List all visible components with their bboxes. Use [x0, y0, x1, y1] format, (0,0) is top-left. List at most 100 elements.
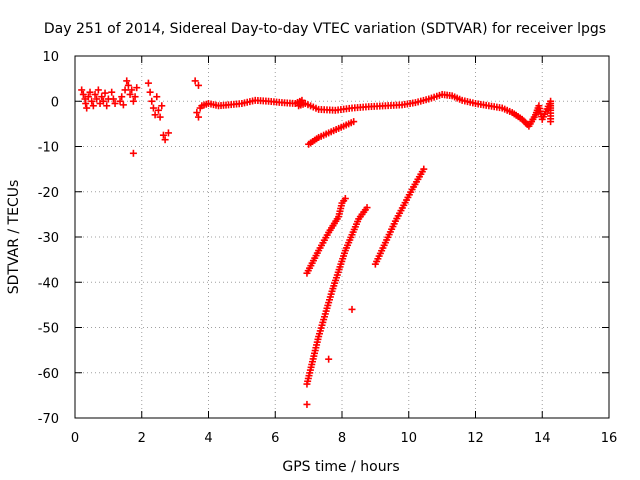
- data-point: [313, 135, 321, 143]
- data-point: [151, 111, 159, 119]
- x-axis-label: GPS time / hours: [282, 459, 399, 475]
- data-point: [348, 305, 356, 313]
- data-point: [340, 249, 348, 257]
- data-point: [149, 104, 157, 112]
- x-tick-label: 14: [534, 431, 551, 446]
- y-tick-label: -20: [38, 186, 59, 201]
- data-point: [156, 113, 164, 121]
- data-point: [361, 206, 369, 214]
- chart-title: Day 251 of 2014, Sidereal Day-to-day VTE…: [44, 21, 606, 37]
- x-tick-label: 2: [138, 431, 146, 446]
- data-point: [530, 113, 538, 121]
- data-point: [78, 86, 86, 94]
- data-point: [129, 97, 137, 105]
- data-point: [506, 107, 514, 115]
- data-point: [332, 126, 340, 134]
- y-tick-label: -10: [38, 141, 59, 156]
- data-point: [119, 101, 127, 109]
- x-tick-label: 4: [204, 431, 212, 446]
- data-point: [128, 86, 136, 94]
- data-point: [194, 81, 202, 89]
- data-point: [409, 99, 417, 107]
- data-point: [322, 130, 330, 138]
- data-point: [235, 100, 243, 108]
- data-point: [108, 88, 116, 96]
- x-tick-label: 16: [601, 431, 618, 446]
- data-point: [124, 81, 132, 89]
- y-axis-label: SDTVAR / TECUs: [6, 180, 22, 295]
- data-point: [99, 97, 107, 105]
- data-point: [158, 102, 166, 110]
- data-point: [313, 249, 321, 257]
- y-tick-label: -30: [38, 231, 59, 246]
- series-4: [303, 195, 349, 277]
- data-point: [547, 115, 555, 123]
- data-point: [312, 104, 320, 112]
- data-point: [333, 215, 341, 223]
- data-point: [79, 90, 87, 98]
- data-point: [191, 77, 199, 85]
- data-point: [347, 119, 355, 127]
- y-tick-label: -60: [38, 367, 59, 382]
- y-tick-label: -40: [38, 276, 59, 291]
- data-point: [456, 95, 464, 103]
- data-point: [496, 104, 504, 112]
- series-5: [303, 204, 371, 388]
- data-point: [144, 79, 152, 87]
- x-tick-label: 12: [467, 431, 484, 446]
- data-point: [337, 202, 345, 210]
- grid: [75, 56, 609, 418]
- x-tick-label: 0: [71, 431, 79, 446]
- data-point: [93, 95, 101, 103]
- data-point: [153, 93, 161, 101]
- data-point: [116, 97, 124, 105]
- series-3: [305, 118, 358, 148]
- data-point: [103, 102, 111, 110]
- data-point: [86, 88, 94, 96]
- data-point: [146, 88, 154, 96]
- data-point: [390, 220, 398, 228]
- data-point: [129, 149, 137, 157]
- data-point: [446, 91, 454, 99]
- data-point: [89, 102, 97, 110]
- y-tick-label: -50: [38, 322, 59, 337]
- y-tick-label: -70: [38, 412, 59, 427]
- data-point: [314, 335, 322, 343]
- data-point: [161, 136, 169, 144]
- data-point: [121, 86, 129, 94]
- data-point: [289, 99, 297, 107]
- data-point: [111, 100, 119, 108]
- data-point: [482, 101, 490, 109]
- data-point: [148, 97, 156, 105]
- data-point: [164, 129, 172, 137]
- data-point: [340, 197, 348, 205]
- data-point: [327, 290, 335, 298]
- series-6: [303, 165, 428, 408]
- data-point: [123, 77, 131, 85]
- data-point: [354, 218, 362, 226]
- data-point: [101, 89, 109, 97]
- data-point: [303, 400, 311, 408]
- y-tick-label: 10: [42, 50, 59, 65]
- data-point: [118, 93, 126, 101]
- data-point: [323, 231, 331, 239]
- data-point: [418, 168, 426, 176]
- data-point: [325, 355, 333, 363]
- data-point: [84, 93, 92, 101]
- data-point: [98, 93, 106, 101]
- data-point: [469, 99, 477, 107]
- data-point: [131, 93, 139, 101]
- x-tick-label: 6: [271, 431, 279, 446]
- data-point: [88, 97, 96, 105]
- data-points: [78, 77, 555, 408]
- data-point: [91, 90, 99, 98]
- data-point: [422, 96, 430, 104]
- data-point: [342, 121, 350, 129]
- data-point: [126, 90, 134, 98]
- series-2: [198, 90, 555, 130]
- x-tick-label: 10: [400, 431, 417, 446]
- data-point: [82, 100, 90, 108]
- data-point: [193, 109, 201, 117]
- data-point: [159, 131, 167, 139]
